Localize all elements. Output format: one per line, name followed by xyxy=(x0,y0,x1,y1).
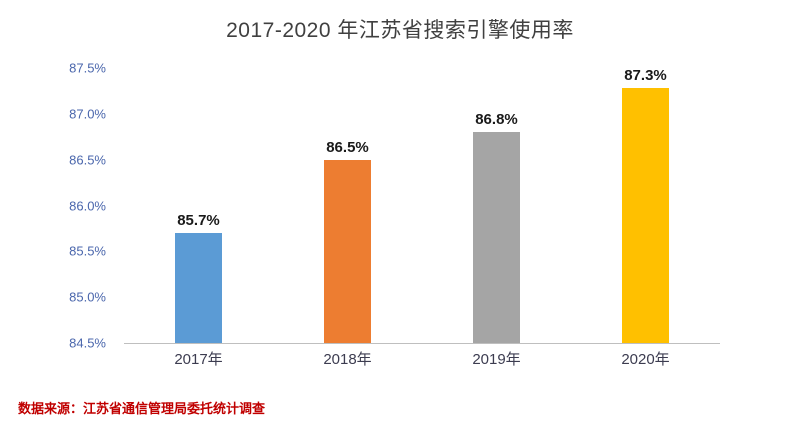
bar xyxy=(473,132,520,343)
source-note: 数据来源：江苏省通信管理局委托统计调查 xyxy=(18,401,266,416)
bar xyxy=(324,159,371,343)
y-tick-label: 85.5% xyxy=(69,243,106,259)
bar-group: 87.3% xyxy=(571,68,720,343)
plot-area: 85.7% 86.5% 86.8% 87.3% xyxy=(124,68,720,344)
y-tick-label: 87.5% xyxy=(69,60,106,76)
bar-value-label: 86.5% xyxy=(326,138,369,156)
bar-group: 86.8% xyxy=(422,68,571,343)
x-tick-label: 2020年 xyxy=(621,351,670,368)
x-tick-label: 2017年 xyxy=(174,351,223,368)
y-tick-label: 84.5% xyxy=(69,335,106,351)
y-tick-label: 87.0% xyxy=(69,106,106,122)
y-axis: 84.5% 85.0% 85.5% 86.0% 86.5% 87.0% 87.5% xyxy=(0,62,116,350)
bars: 85.7% 86.5% 86.8% 87.3% xyxy=(124,68,720,343)
x-axis: 2017年 2018年 2019年 2020年 xyxy=(124,348,720,369)
y-tick-label: 86.0% xyxy=(69,198,106,213)
y-tick-label: 86.5% xyxy=(69,152,106,168)
bar-value-label: 85.7% xyxy=(177,212,220,229)
bar-value-label: 86.8% xyxy=(475,111,518,129)
bar-group: 86.5% xyxy=(273,68,422,343)
bar-group: 85.7% xyxy=(124,68,273,343)
y-tick-label: 85.0% xyxy=(69,289,106,305)
bar-value-label: 87.3% xyxy=(624,67,667,84)
x-tick-label: 2019年 xyxy=(472,351,521,368)
bar xyxy=(622,88,669,343)
bar xyxy=(175,233,222,343)
chart-title: 2017-2020 年江苏省搜索引擎使用率 xyxy=(226,19,574,42)
x-tick-label: 2018年 xyxy=(323,351,372,368)
